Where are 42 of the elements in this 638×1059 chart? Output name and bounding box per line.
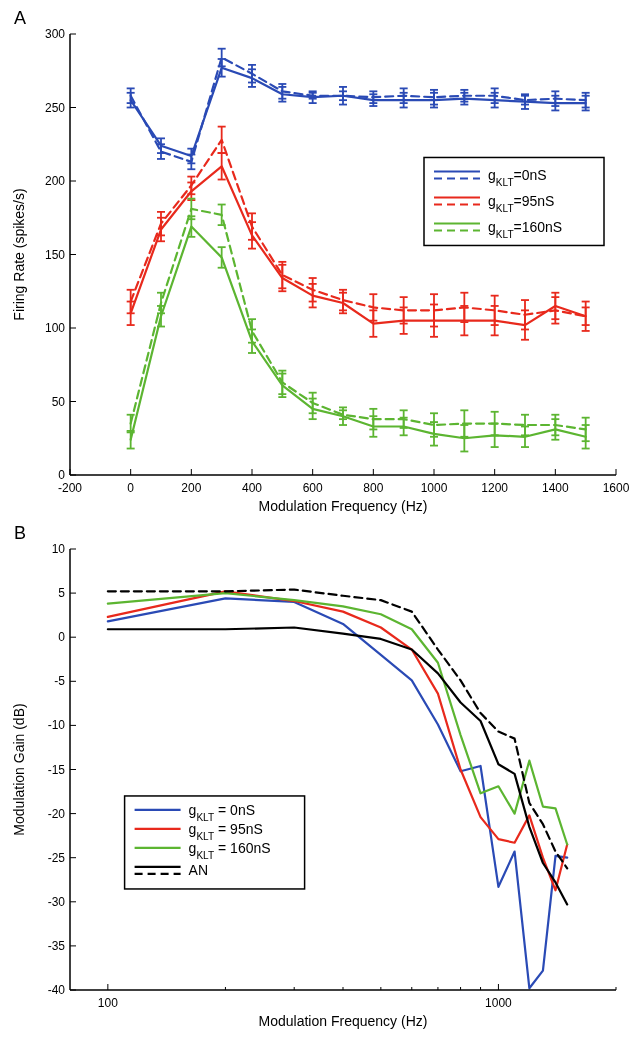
- legend-label: g$_{KLT}$ = 95nS: [188, 820, 263, 842]
- y-tick-label: -35: [47, 938, 66, 953]
- legend-label: g$_{KLT}$=95nS: [488, 192, 555, 214]
- y-axis-title: Modulation Gain (dB): [11, 703, 27, 836]
- x-tick-label: 400: [241, 481, 263, 495]
- legend-label: AN: [188, 862, 209, 879]
- x-tick-label: 200: [181, 481, 202, 495]
- x-tick-label: 0: [127, 481, 135, 495]
- y-tick-label: 150: [44, 247, 66, 262]
- x-axis-title: Modulation Frequency (Hz): [258, 498, 428, 514]
- x-tick-label: 1400: [541, 481, 569, 495]
- x-tick-label: 1200: [481, 481, 509, 495]
- x-tick-label: 800: [363, 481, 384, 495]
- y-tick-label: 100: [44, 321, 66, 335]
- x-axis-title: Modulation Frequency (Hz): [258, 1013, 428, 1029]
- legend-label: g$_{KLT}$=0nS: [488, 166, 547, 188]
- y-tick-label: 200: [44, 174, 66, 188]
- y-tick-label: -10: [47, 718, 66, 733]
- y-tick-label: 0: [58, 630, 66, 645]
- y-tick-label: 10: [51, 542, 66, 556]
- y-tick-label: -15: [47, 762, 66, 777]
- x-tick-label: 1000: [485, 996, 513, 1010]
- y-tick-label: 250: [44, 100, 66, 115]
- y-axis-title: Firing Rate (spikes/s): [11, 188, 27, 321]
- y-tick-label: -25: [47, 850, 66, 865]
- legend-label: g$_{KLT}$=160nS: [488, 218, 563, 240]
- y-tick-label: -30: [47, 894, 66, 909]
- chart-title: B: [14, 523, 27, 543]
- y-tick-label: 5: [58, 586, 66, 601]
- legend-label: g$_{KLT}$ = 0nS: [188, 801, 256, 823]
- y-tick-label: 50: [51, 394, 66, 409]
- y-tick-label: -5: [54, 674, 66, 689]
- y-tick-label: -20: [47, 806, 66, 821]
- legend-label: g$_{KLT}$ = 160nS: [188, 839, 271, 861]
- x-tick-label: -200: [57, 481, 83, 495]
- x-tick-label: 600: [302, 481, 323, 495]
- y-tick-label: -40: [47, 983, 66, 997]
- y-tick-label: 300: [44, 27, 66, 41]
- y-tick-label: 0: [58, 468, 66, 482]
- chart-title: A: [14, 8, 27, 28]
- x-tick-label: 1600: [602, 481, 630, 495]
- x-tick-label: 1000: [420, 481, 448, 495]
